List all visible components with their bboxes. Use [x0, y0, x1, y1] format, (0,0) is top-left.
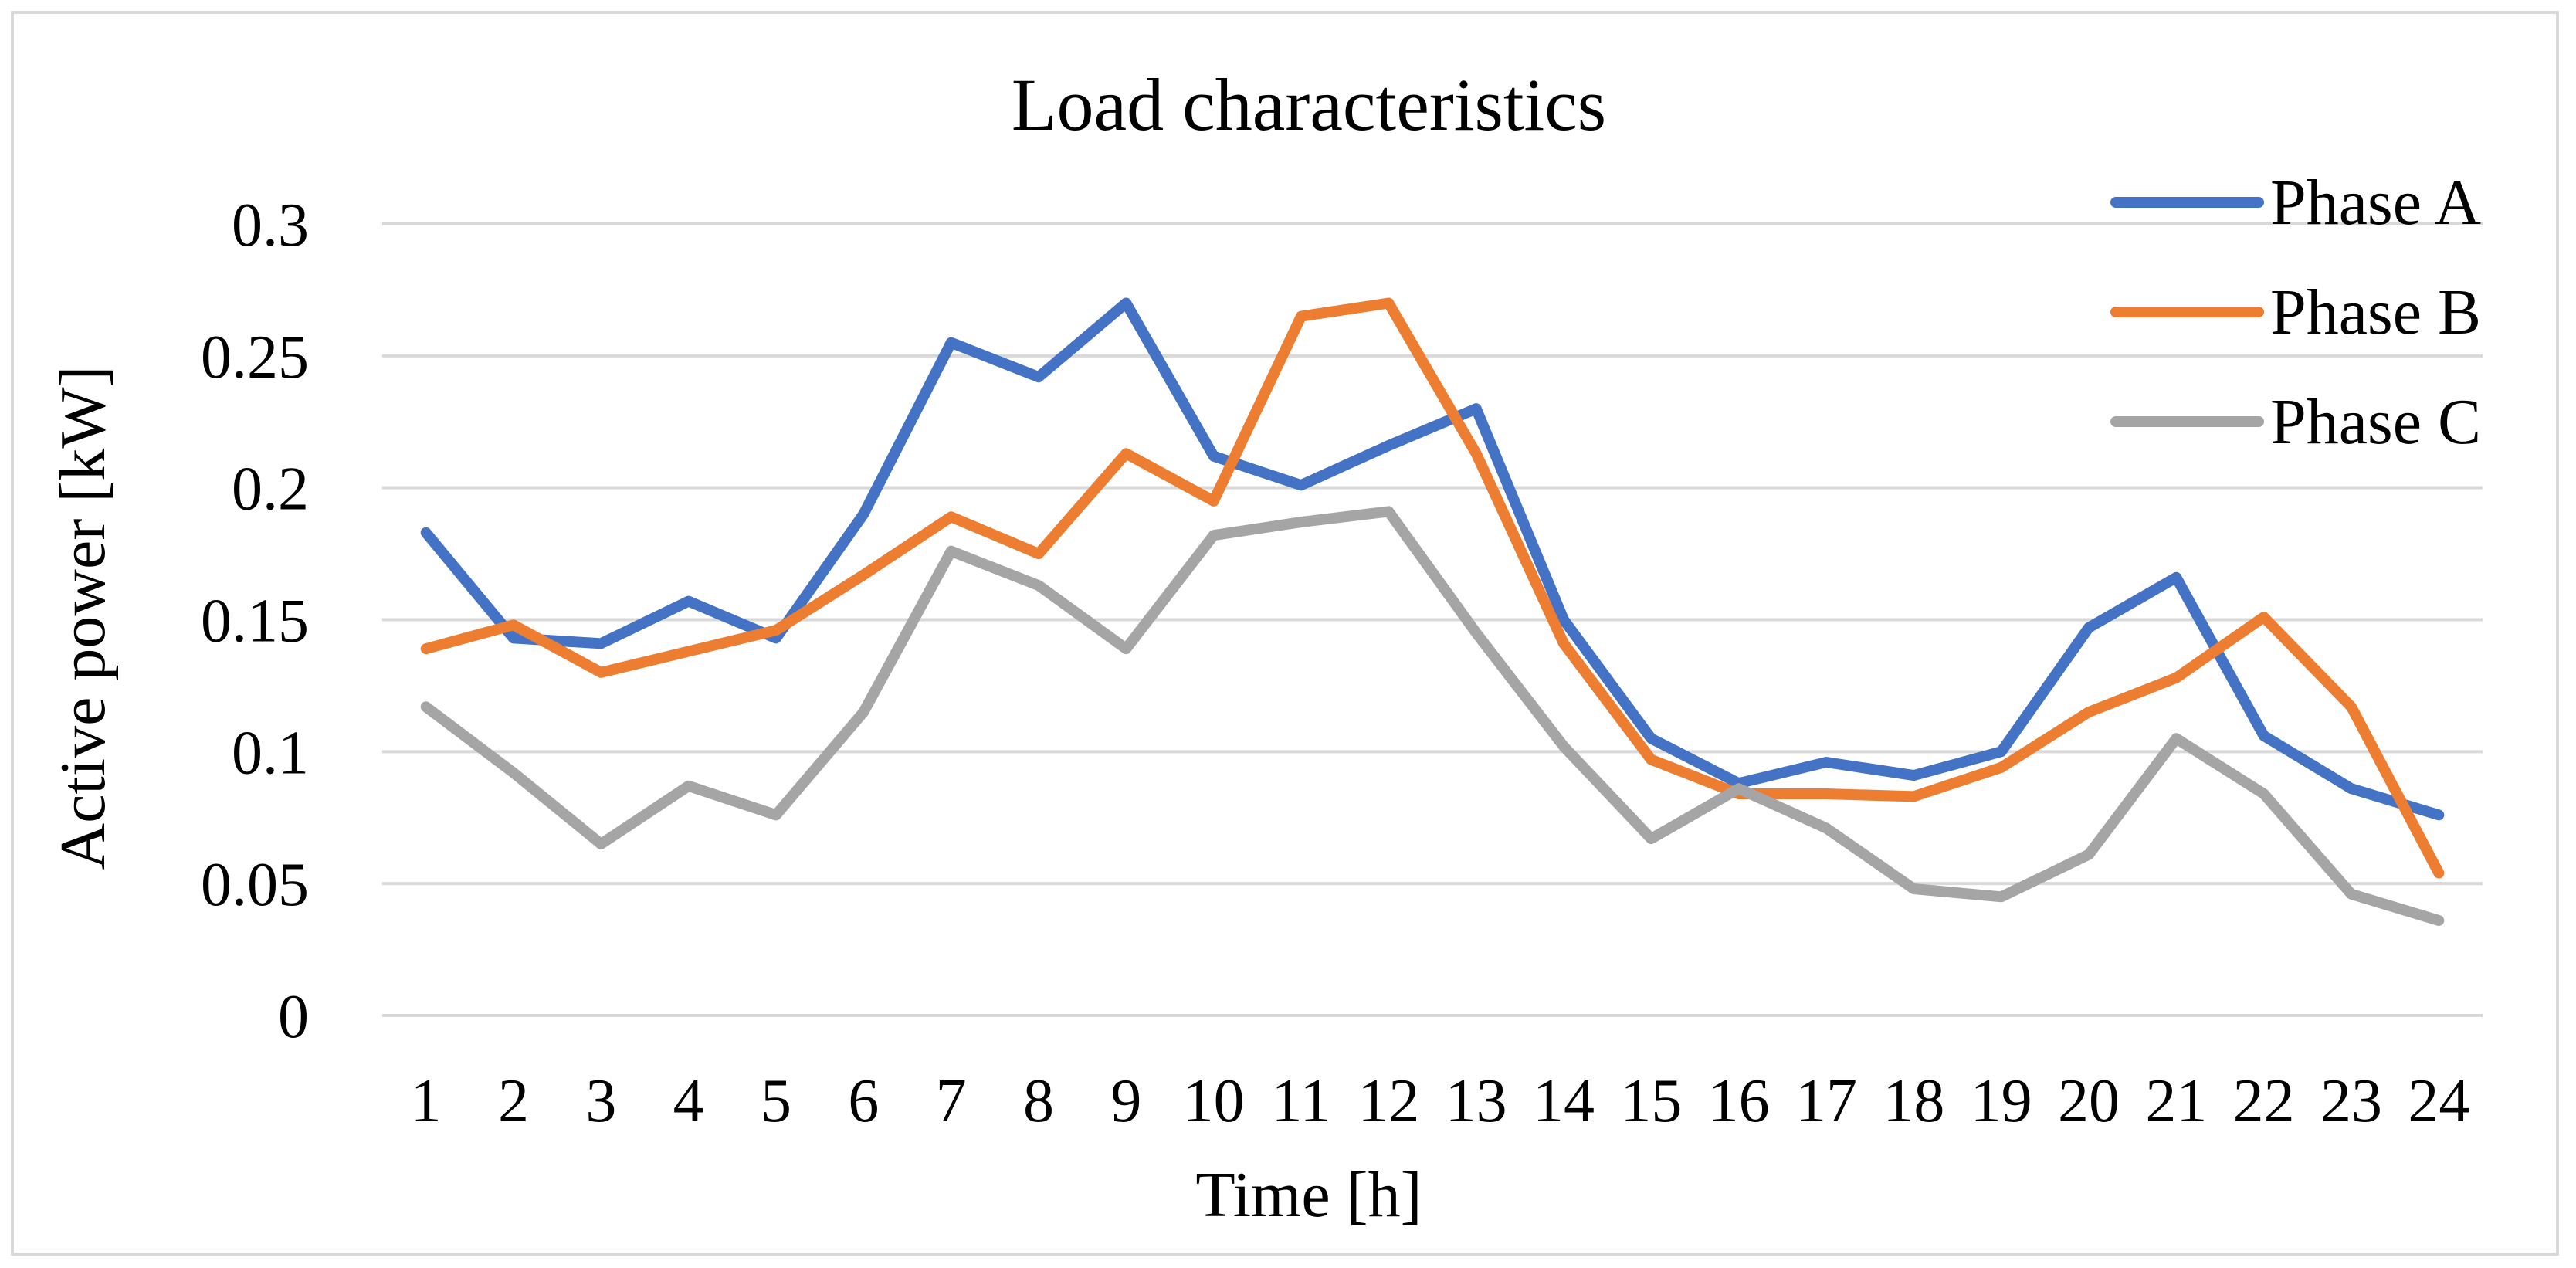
x-tick-label: 22: [2233, 1067, 2295, 1135]
x-tick-label: 23: [2320, 1067, 2382, 1135]
x-axis-ticks: 1 2 3 4 5 6 7 8 9 10 11 12 13 14 15 16 17 18 19 20 21 22 23 24: [411, 1067, 2470, 1135]
x-tick-label: 12: [1357, 1067, 1419, 1135]
x-tick-label: 7: [936, 1067, 967, 1135]
x-tick-label: 24: [2408, 1067, 2469, 1135]
legend: Phase A Phase B Phase C: [2110, 167, 2481, 458]
y-tick-label: 0.3: [232, 192, 309, 259]
x-tick-label: 14: [1533, 1067, 1595, 1135]
x-tick-label: 11: [1271, 1067, 1330, 1135]
x-axis-label: Time [h]: [1195, 1159, 1422, 1231]
y-tick-label: 0.15: [201, 588, 309, 656]
x-tick-label: 18: [1883, 1067, 1944, 1135]
x-tick-label: 19: [1971, 1067, 2032, 1135]
y-tick-label: 0: [278, 983, 309, 1051]
x-tick-label: 1: [411, 1067, 442, 1135]
y-tick-label: 0.25: [201, 324, 309, 392]
x-tick-label: 10: [1183, 1067, 1245, 1135]
y-tick-label: 0.2: [232, 456, 309, 524]
x-tick-label: 21: [2145, 1067, 2207, 1135]
x-tick-label: 3: [585, 1067, 616, 1135]
x-tick-label: 5: [761, 1067, 791, 1135]
x-tick-label: 9: [1110, 1067, 1141, 1135]
x-tick-label: 17: [1795, 1067, 1857, 1135]
x-tick-label: 16: [1708, 1067, 1770, 1135]
legend-label: Phase C: [2270, 386, 2481, 458]
series-line-phase-b: [420, 297, 2445, 879]
series-line-phase-c: [420, 506, 2445, 926]
legend-label: Phase A: [2270, 167, 2481, 239]
y-tick-label: 0.05: [201, 851, 309, 919]
legend-label: Phase B: [2270, 276, 2481, 348]
x-tick-label: 13: [1446, 1067, 1507, 1135]
chart-title: Load characteristics: [1012, 63, 1606, 146]
x-tick-label: 15: [1620, 1067, 1682, 1135]
y-axis-ticks: 0 0.05 0.1 0.15 0.2 0.25 0.3: [201, 192, 309, 1051]
y-tick-label: 0.1: [232, 719, 309, 787]
x-tick-label: 4: [673, 1067, 704, 1135]
y-axis-label: Active power [kW]: [47, 365, 119, 870]
series-lines: [420, 297, 2445, 926]
x-tick-label: 6: [848, 1067, 879, 1135]
x-tick-label: 2: [498, 1067, 529, 1135]
x-tick-label: 20: [2058, 1067, 2120, 1135]
gridlines: [382, 222, 2483, 1017]
chart-frame: [11, 11, 2559, 1256]
x-tick-label: 8: [1023, 1067, 1054, 1135]
